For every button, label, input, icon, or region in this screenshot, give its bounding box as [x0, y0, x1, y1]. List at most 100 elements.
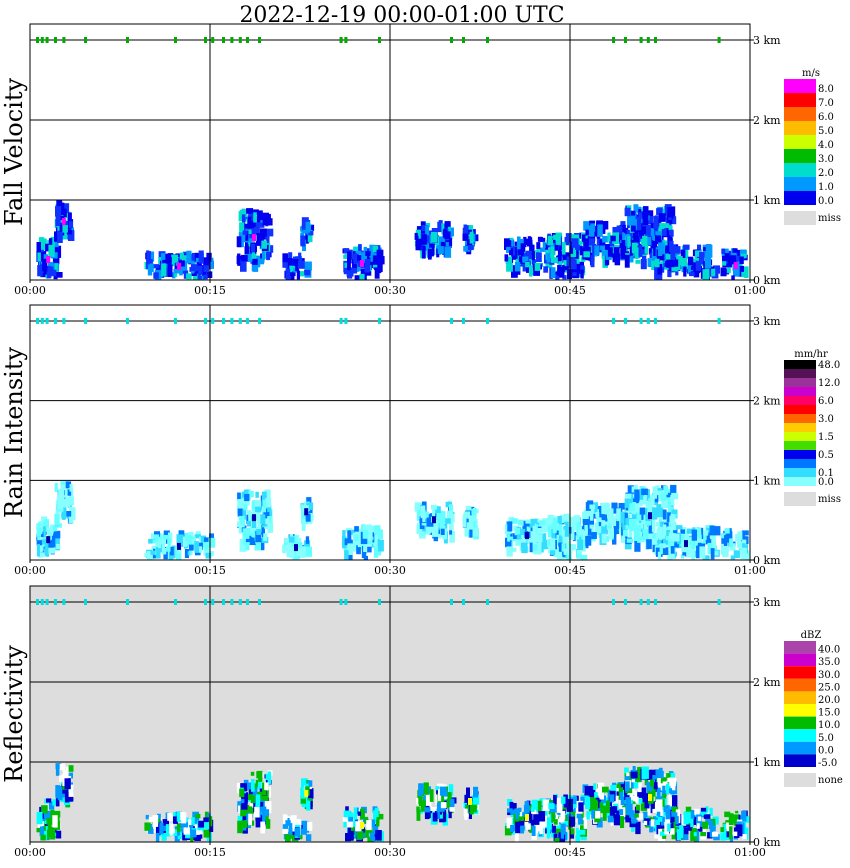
echo-cell: [424, 807, 431, 813]
echo-cell: [670, 229, 674, 237]
y-tick-label: 3 km: [753, 315, 781, 328]
echo-cell: [619, 224, 626, 233]
echo-cell: [304, 783, 309, 789]
echo-cell: [53, 810, 61, 818]
range-marker: [646, 317, 650, 324]
echo-cell: [578, 802, 584, 812]
echo-cell: [296, 270, 300, 280]
echo-cell: [546, 817, 552, 830]
echo-cell: [44, 519, 49, 532]
echo-cell: [702, 269, 710, 280]
echo-cell: [619, 809, 624, 816]
echo-cell: [260, 821, 266, 834]
echo-cell: [557, 264, 562, 276]
echo-cell: [695, 260, 701, 271]
echo-cell: [660, 777, 667, 782]
echo-cell: [347, 259, 351, 271]
echo-cell: [353, 543, 359, 552]
range-marker: [717, 599, 721, 605]
colorbar-missing-label: miss: [818, 494, 841, 505]
echo-cell: [687, 261, 691, 275]
colorbar-label: 40.0: [818, 645, 840, 656]
x-tick-label: 01:00: [734, 564, 766, 577]
colorbar-swatch: [784, 653, 816, 667]
echo-cell: [563, 526, 569, 537]
echo-cell: [634, 806, 640, 818]
echo-cell: [666, 512, 671, 523]
echo-cell: [562, 275, 567, 280]
echo-cell: [423, 511, 429, 518]
echo-cell: [583, 251, 590, 258]
echo-cell: [300, 789, 307, 799]
echo-cell: [508, 517, 514, 523]
echo-cell: [267, 771, 272, 785]
echo-cell: [663, 485, 669, 495]
echo-cell: [360, 808, 365, 820]
echo-cell: [288, 252, 293, 259]
echo-cell: [307, 780, 313, 787]
echo-cell: [421, 234, 427, 245]
echo-cell: [190, 264, 198, 272]
echo-cell: [666, 254, 672, 260]
colorbar-swatch: [784, 79, 816, 93]
echo-cell: [69, 507, 76, 520]
echo-cell: [181, 812, 187, 824]
echo-cell: [52, 815, 58, 828]
echo-cell: [666, 773, 671, 781]
echo-cell: [649, 820, 654, 833]
colorbar-label: 0.0: [818, 745, 834, 756]
echo-cell: [61, 773, 69, 781]
echo-cell: [553, 795, 557, 805]
echo-cell: [150, 550, 158, 555]
echo-cell: [661, 779, 668, 786]
echo-cell: [691, 548, 696, 560]
echo-cell: [602, 810, 607, 821]
echo-cell: [605, 244, 610, 250]
echo-cell: [545, 249, 550, 256]
echo-cell: [730, 555, 736, 560]
echo-cell: [345, 833, 351, 842]
echo-cell: [55, 763, 62, 770]
echo-cell: [672, 533, 677, 542]
echo-cell: [530, 518, 538, 524]
echo-cell: [151, 545, 159, 550]
range-marker: [246, 317, 249, 324]
echo-cell: [373, 542, 378, 549]
echo-cell: [349, 830, 354, 841]
echo-cell: [667, 551, 673, 560]
echo-cell: [625, 539, 632, 550]
echo-cell: [40, 553, 46, 558]
range-marker: [211, 317, 215, 324]
echo-cell: [531, 251, 535, 261]
echo-cell: [669, 515, 675, 527]
echo-cell: [684, 540, 688, 548]
colorbar-swatch: [784, 360, 816, 369]
echo-cell: [692, 258, 700, 263]
echo-cell: [177, 823, 184, 828]
echo-cell: [558, 542, 563, 552]
echo-cell: [591, 532, 597, 539]
echo-cell: [668, 812, 675, 822]
echo-cell: [64, 511, 72, 517]
echo-cell: [504, 240, 512, 247]
echo-cell: [658, 804, 662, 810]
range-marker: [717, 37, 721, 43]
echo-cell: [240, 259, 247, 272]
echo-cell: [552, 520, 557, 534]
echo-cell: [525, 250, 532, 259]
echo-cell: [676, 255, 683, 263]
echo-cell: [435, 786, 439, 791]
range-marker: [174, 37, 177, 43]
echo-cell: [43, 810, 51, 818]
echo-cell: [197, 271, 202, 280]
echo-cell: [649, 779, 654, 787]
echo-cell: [661, 547, 669, 555]
echo-cell: [359, 273, 365, 280]
echo-cell: [720, 533, 726, 539]
echo-cell: [519, 238, 524, 244]
echo-cell: [267, 523, 274, 533]
echo-cell: [183, 255, 187, 262]
echo-cell: [366, 524, 372, 532]
echo-cell: [730, 255, 737, 265]
echo-cell: [640, 249, 648, 255]
